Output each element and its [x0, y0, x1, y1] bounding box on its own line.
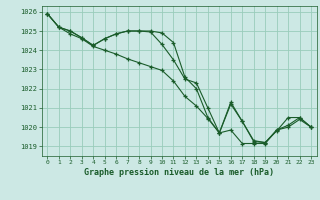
X-axis label: Graphe pression niveau de la mer (hPa): Graphe pression niveau de la mer (hPa)	[84, 168, 274, 177]
